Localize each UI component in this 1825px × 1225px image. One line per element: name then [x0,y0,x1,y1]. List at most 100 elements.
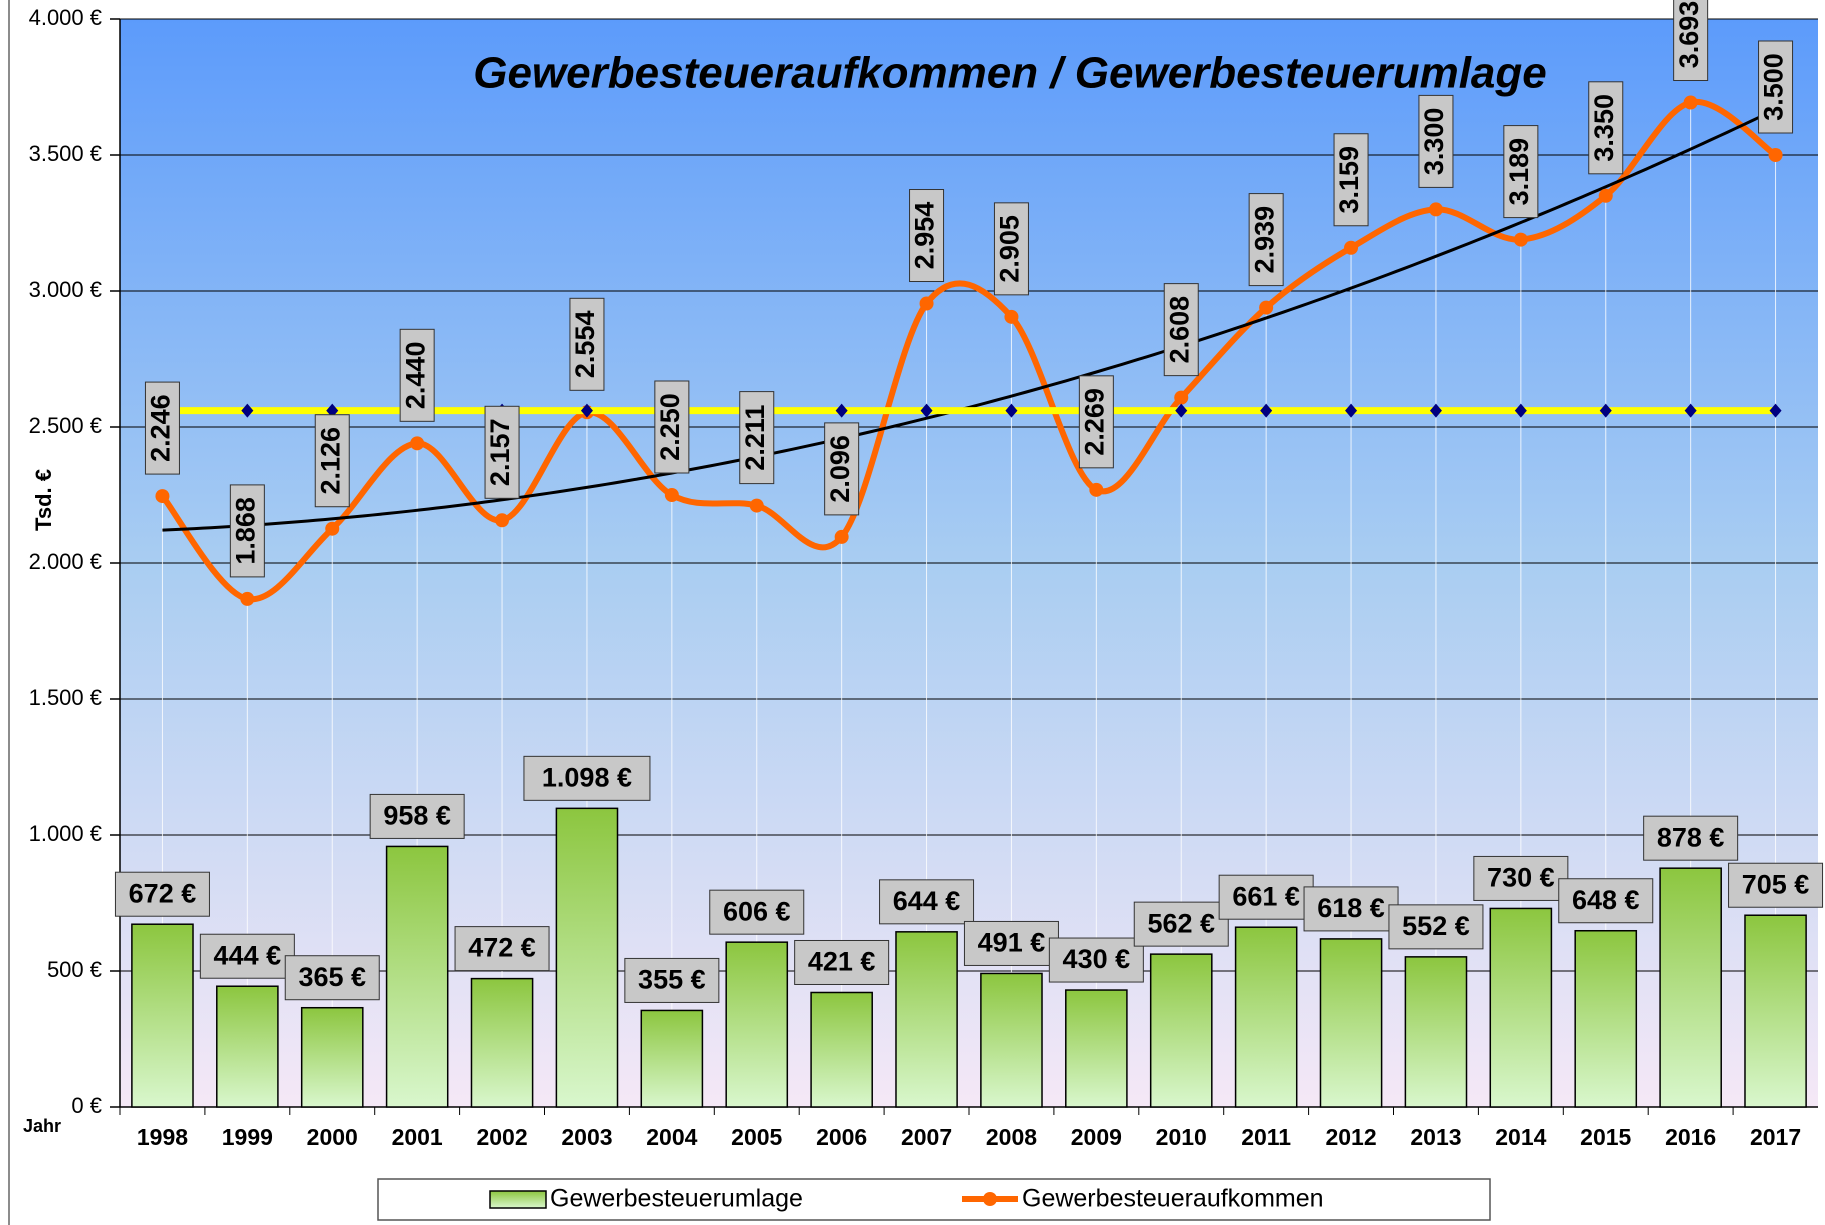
value-label: 2.905 [995,215,1025,283]
value-label-box [1078,375,1114,469]
value-label: 2.939 [1249,206,1279,274]
bar [1489,907,1553,1108]
value-label-box [1303,886,1399,932]
value-label-box [454,926,550,972]
bar [980,972,1043,1108]
y-tick-label: 0 € [71,1093,102,1118]
value-label: 552 € [1402,911,1470,941]
bar [1744,914,1807,1108]
value-label-box [1643,815,1739,861]
marker [920,403,933,418]
value-label: 606 € [723,896,791,926]
value-label: 672 € [129,878,197,908]
value-label-box [1418,94,1454,188]
bar [1659,867,1722,1108]
x-tick-label: 2014 [1495,1124,1546,1150]
value-label: 2.096 [825,435,855,503]
value-label-box [523,755,651,801]
y-tick-label: 500 € [47,957,102,982]
value-label-box [709,889,805,935]
y-tick-label: 1.000 € [29,821,102,846]
value-label-box [1558,878,1654,924]
marker [1175,403,1188,418]
value-label-box [144,381,180,475]
value-label: 2.250 [655,393,685,461]
x-tick-label: 2002 [476,1124,527,1150]
value-label-box [1133,901,1229,947]
value-label-box [1218,874,1314,920]
value-label: 491 € [978,928,1046,958]
bar [216,985,279,1108]
value-label-box [624,957,720,1003]
x-tick-label: 2009 [1071,1124,1122,1150]
value-label-box [879,879,975,925]
value-label: 2.440 [400,342,430,410]
x-tick-label: 2001 [392,1124,443,1150]
x-tick-label: 2005 [731,1124,782,1150]
x-tick-label: 2017 [1750,1124,1801,1150]
value-label: 421 € [808,947,876,977]
bar [895,931,958,1108]
value-label-box [654,380,690,474]
value-label-box [284,955,380,1001]
marker [241,403,254,418]
value-label-box [1388,904,1484,950]
marker [326,403,339,418]
value-label-box [1673,0,1709,82]
bar [385,845,449,1108]
marker [1174,390,1189,405]
x-tick-label: 2007 [901,1124,952,1150]
value-label: 2.554 [570,311,600,379]
marker [834,529,849,544]
legend-label: Gewerbesteueraufkommen [1022,1185,1324,1213]
value-label-box [369,793,465,839]
value-label-box [739,391,775,485]
bar [1574,929,1638,1108]
value-label: 3.350 [1589,94,1619,162]
bar [725,941,789,1108]
value-label: 648 € [1572,885,1640,915]
value-label-box [1248,193,1284,287]
value-label: 878 € [1657,822,1725,852]
marker [1514,403,1527,418]
marker [1769,403,1782,418]
x-tick-label: 1998 [137,1124,188,1150]
marker [1599,403,1612,418]
value-label: 730 € [1487,863,1555,893]
y-tick-label: 3.500 € [29,141,102,166]
bar [1149,953,1213,1108]
legend-label: Gewerbesteuerumlage [550,1185,803,1213]
x-tick-label: 2003 [561,1124,612,1150]
marker [1683,95,1698,110]
value-label-box [993,202,1029,296]
x-tick-label: 2012 [1325,1124,1376,1150]
value-label: 444 € [214,940,282,970]
x-tick-label: 2006 [816,1124,867,1150]
marker [1344,240,1359,255]
y-tick-label: 2.500 € [29,413,102,438]
value-label: 365 € [298,962,366,992]
value-label: 3.500 [1759,53,1789,121]
marker [1259,300,1274,315]
bar [131,923,194,1108]
value-label-box [399,328,435,422]
value-label: 705 € [1742,869,1810,899]
bar [810,991,873,1108]
value-label: 1.098 € [542,762,632,792]
x-axis-label: Jahr [23,1116,61,1136]
value-label-box [1588,81,1624,175]
value-label-box [963,920,1059,966]
value-label: 2.608 [1164,296,1194,364]
value-label-box [1333,133,1369,227]
chart-title: Gewerbesteueraufkommen / Gewerbesteuerum… [473,49,1547,98]
line [160,99,1778,603]
value-label-box [114,871,210,917]
value-label: 644 € [893,886,961,916]
value-label: 618 € [1317,893,1385,923]
y-tick-label: 1.500 € [29,685,102,710]
bar [640,1009,704,1108]
y-tick-label: 2.000 € [29,549,102,574]
x-tick-label: 2016 [1665,1124,1716,1150]
bar [1234,926,1298,1108]
